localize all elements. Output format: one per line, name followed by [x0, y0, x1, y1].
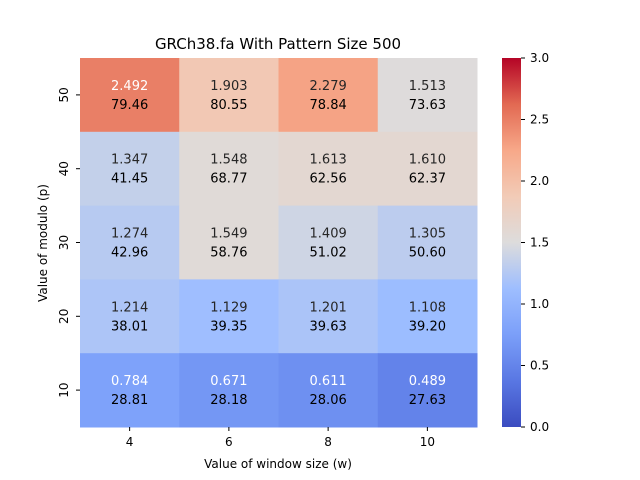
y-tick-label: 50: [57, 87, 71, 102]
heatmap-cell: [377, 279, 478, 354]
heatmap-cell: [179, 353, 279, 428]
colorbar-ticks: 0.0 0.5 1.0 1.5 2.0 2.5 3.0: [521, 51, 549, 434]
y-tick-label: 20: [57, 309, 71, 324]
cell-value-label: 1.347: [111, 153, 148, 168]
cell-value-label: 1.513: [409, 79, 446, 94]
cell-secondary-label: 28.81: [111, 393, 148, 408]
cell-value-label: 1.549: [210, 227, 247, 242]
cell-value-label: 1.214: [111, 300, 148, 315]
cell-secondary-label: 58.76: [210, 246, 247, 261]
cell-value-label: 1.274: [111, 227, 148, 242]
cell-secondary-label: 38.01: [111, 319, 148, 334]
x-axis: 4 6 8 10: [126, 427, 435, 449]
heatmap-cell: [80, 58, 180, 133]
cell-secondary-label: 51.02: [310, 246, 347, 261]
colorbar-tick-label: 0.5: [530, 359, 549, 373]
chart-title: GRCh38.fa With Pattern Size 500: [155, 35, 401, 53]
colorbar-tick-label: 1.5: [530, 236, 549, 250]
cell-value-label: 1.108: [409, 300, 446, 315]
y-axis: 50 40 30 20 10: [57, 87, 80, 398]
cell-secondary-label: 62.56: [310, 172, 347, 187]
cell-secondary-label: 80.55: [210, 98, 247, 113]
cell-secondary-label: 78.84: [310, 98, 347, 113]
colorbar-tick-label: 0.0: [530, 420, 549, 434]
cell-secondary-label: 39.35: [210, 319, 247, 334]
x-tick-label: 6: [225, 435, 233, 449]
heatmap-cell: [179, 279, 279, 354]
cell-secondary-label: 42.96: [111, 246, 148, 261]
cell-value-label: 1.903: [210, 79, 247, 94]
cell-secondary-label: 27.63: [409, 393, 446, 408]
cell-value-label: 0.489: [409, 374, 446, 389]
cell-value-label: 1.548: [210, 153, 247, 168]
cell-value-label: 0.671: [210, 374, 247, 389]
cell-secondary-label: 68.77: [210, 172, 247, 187]
cell-secondary-label: 79.46: [111, 98, 148, 113]
heatmap-cells: 2.492 79.46 1.903 80.55 2.279 78.84 1.513 73.63…: [80, 58, 478, 428]
cell-value-label: 2.492: [111, 79, 148, 94]
x-axis-label: Value of window size (w): [204, 457, 352, 471]
y-axis-label: Value of modulo (p): [36, 184, 50, 302]
cell-secondary-label: 39.63: [310, 319, 347, 334]
heatmap-cell: [80, 353, 180, 428]
cell-value-label: 1.409: [310, 227, 347, 242]
colorbar-tick-label: 2.0: [530, 174, 549, 188]
heatmap-cell: [377, 205, 478, 280]
y-tick-label: 40: [57, 161, 71, 176]
cell-value-label: 1.610: [409, 153, 446, 168]
y-tick-label: 10: [57, 382, 71, 397]
x-tick-label: 8: [324, 435, 332, 449]
heatmap-cell: [80, 279, 180, 354]
cell-secondary-label: 73.63: [409, 98, 446, 113]
cell-secondary-label: 62.37: [409, 172, 446, 187]
cell-value-label: 1.129: [210, 300, 247, 315]
heatmap-cell: [179, 205, 279, 280]
heatmap-cell: [278, 131, 379, 207]
x-tick-label: 10: [420, 435, 435, 449]
heatmap-cell: [377, 353, 478, 428]
cell-value-label: 0.784: [111, 374, 148, 389]
cell-value-label: 1.201: [310, 300, 347, 315]
cell-secondary-label: 41.45: [111, 172, 148, 187]
cell-value-label: 1.305: [409, 227, 446, 242]
heatmap-cell: [278, 205, 379, 280]
cell-value-label: 1.613: [310, 153, 347, 168]
heatmap-cell: [80, 205, 180, 280]
x-tick-label: 4: [126, 435, 134, 449]
colorbar-tick-label: 1.0: [530, 297, 549, 311]
colorbar: [502, 58, 521, 427]
heatmap-cell: [179, 58, 279, 133]
cell-secondary-label: 39.20: [409, 319, 446, 334]
cell-secondary-label: 28.06: [310, 393, 347, 408]
heatmap-cell: [278, 58, 379, 133]
heatmap-cell: [179, 131, 279, 207]
heatmap-cell: [278, 279, 379, 354]
heatmap-cell: [377, 131, 478, 207]
cell-secondary-label: 28.18: [210, 393, 247, 408]
cell-value-label: 2.279: [310, 79, 347, 94]
heatmap-cell: [80, 131, 180, 207]
heatmap-cell: [278, 353, 379, 428]
cell-secondary-label: 50.60: [409, 246, 446, 261]
cell-value-label: 0.611: [310, 374, 347, 389]
colorbar-tick-label: 2.5: [530, 113, 549, 127]
colorbar-tick-label: 3.0: [530, 51, 549, 65]
y-tick-label: 30: [57, 235, 71, 250]
heatmap-cell: [377, 58, 478, 133]
